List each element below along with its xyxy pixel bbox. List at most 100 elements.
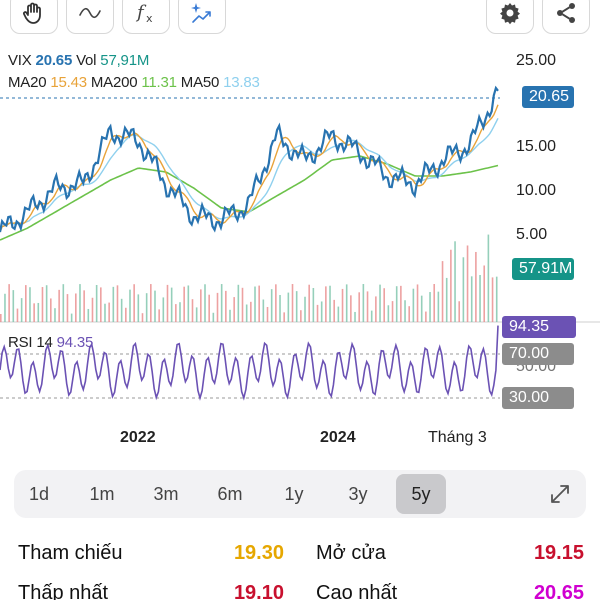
- chart-canvas[interactable]: [0, 40, 600, 460]
- volume-bar: [4, 293, 6, 322]
- volume-bar: [66, 294, 69, 322]
- volume-bar: [279, 295, 281, 322]
- volume-bar: [404, 300, 406, 322]
- indicator-tool-button[interactable]: f x: [122, 0, 170, 34]
- settings-button[interactable]: [486, 0, 534, 34]
- period-1d[interactable]: 1d: [28, 484, 50, 504]
- last-price-tag: 20.65: [522, 86, 574, 108]
- volume-bar: [175, 304, 177, 322]
- volume-bar: [283, 312, 285, 322]
- volume-bar: [462, 257, 465, 322]
- period-1y[interactable]: 1y: [284, 484, 304, 504]
- volume-bar: [429, 292, 431, 322]
- volume-bar: [495, 276, 498, 322]
- curve-icon: [79, 7, 101, 19]
- low-label: Thấp nhất: [18, 582, 109, 600]
- period-3m[interactable]: 3m: [153, 484, 179, 504]
- volume-bar: [37, 302, 40, 322]
- volume-bar: [141, 313, 144, 322]
- rsi-value: 94.35: [56, 334, 94, 351]
- volume-bar: [387, 305, 390, 322]
- volume-bar: [200, 289, 202, 322]
- volume-bar: [0, 314, 2, 322]
- rsi-tag: 94.35: [502, 316, 576, 338]
- volume-bar: [12, 290, 15, 322]
- volume-bar: [420, 295, 423, 322]
- volume-tag: 57.91M: [512, 258, 574, 280]
- volume-bar: [137, 294, 140, 322]
- volume-bar: [133, 284, 135, 322]
- volume-bar: [425, 311, 427, 322]
- volume-bar: [412, 288, 415, 322]
- period-5y[interactable]: 5y: [396, 474, 446, 514]
- rsi-lower-tag: 30.00: [502, 387, 574, 409]
- curve-tool-button[interactable]: [66, 0, 114, 34]
- high-value: 20.65: [533, 582, 584, 600]
- volume-bar: [450, 249, 452, 322]
- volume-bar: [400, 285, 402, 322]
- volume-bar: [366, 291, 369, 322]
- period-selector: 1d 1m 3m 6m 1y 3y 5y: [14, 470, 586, 518]
- legend-price: 20.65: [35, 52, 73, 69]
- volume-bar: [437, 291, 440, 322]
- volume-bar: [8, 284, 10, 322]
- volume-bar: [441, 261, 444, 322]
- volume-bar: [87, 308, 90, 322]
- open-value: 19.15: [533, 542, 584, 564]
- open-label: Mở cửa: [316, 542, 386, 564]
- volume-bar: [183, 286, 185, 322]
- volume-bar: [250, 301, 252, 322]
- volume-bar: [483, 265, 486, 322]
- high-label: Cao nhất: [316, 582, 398, 600]
- rsi-upper-tag: 70.00: [502, 343, 574, 365]
- price-axis-label: 25.00: [516, 52, 557, 69]
- volume-bar: [237, 284, 240, 322]
- volume-bar: [241, 287, 244, 322]
- volume-bar: [204, 284, 206, 322]
- volume-bar: [75, 293, 77, 322]
- legend-vol-value: 57,91M: [100, 52, 150, 69]
- volume-bar: [54, 308, 56, 322]
- volume-bar: [195, 307, 198, 322]
- volume-bar: [370, 310, 373, 322]
- ai-tool-button[interactable]: [178, 0, 226, 34]
- volume-bar: [258, 285, 260, 322]
- legend-ma20-label: MA20: [8, 74, 47, 91]
- volume-bar: [275, 284, 277, 322]
- volume-bar: [116, 285, 119, 322]
- volume-bar: [170, 287, 173, 322]
- period-3y[interactable]: 3y: [348, 484, 368, 504]
- volume-bar: [25, 285, 27, 322]
- volume-bar: [341, 288, 344, 322]
- volume-bar: [212, 312, 215, 322]
- legend-ma200-value: 11.31: [141, 74, 177, 91]
- volume-bar: [383, 288, 385, 322]
- expand-icon[interactable]: [548, 482, 572, 506]
- volume-bar: [162, 297, 165, 322]
- time-axis-label: 2024: [320, 429, 356, 446]
- price-axis-label: 15.00: [516, 138, 557, 155]
- volume-bar: [337, 306, 340, 322]
- sparkle-trend-icon: [191, 3, 211, 23]
- volume-bar: [316, 304, 319, 322]
- volume-bar: [408, 306, 411, 322]
- hand-tool-button[interactable]: [10, 0, 58, 34]
- volume-bar: [158, 309, 160, 322]
- price-chart[interactable]: VIX 20.65 Vol 57,91M MA20 15.43 MA200 11…: [0, 40, 600, 460]
- share-button[interactable]: [542, 0, 590, 34]
- volume-bar: [83, 290, 85, 322]
- legend-ma20-value: 15.43: [50, 74, 87, 91]
- price-legend: VIX 20.65 Vol 57,91M: [8, 52, 149, 69]
- volume-bar: [333, 299, 335, 322]
- legend-ma50-value: 13.83: [223, 74, 260, 91]
- volume-bar: [291, 284, 294, 322]
- volume-bar: [154, 290, 156, 322]
- volume-bar: [112, 286, 115, 322]
- volume-bar: [20, 298, 23, 322]
- volume-bar: [220, 284, 223, 322]
- period-1m[interactable]: 1m: [89, 484, 115, 504]
- period-6m[interactable]: 6m: [217, 484, 243, 504]
- volume-bar: [50, 298, 52, 322]
- volume-bar: [266, 306, 269, 322]
- volume-bar: [487, 234, 490, 322]
